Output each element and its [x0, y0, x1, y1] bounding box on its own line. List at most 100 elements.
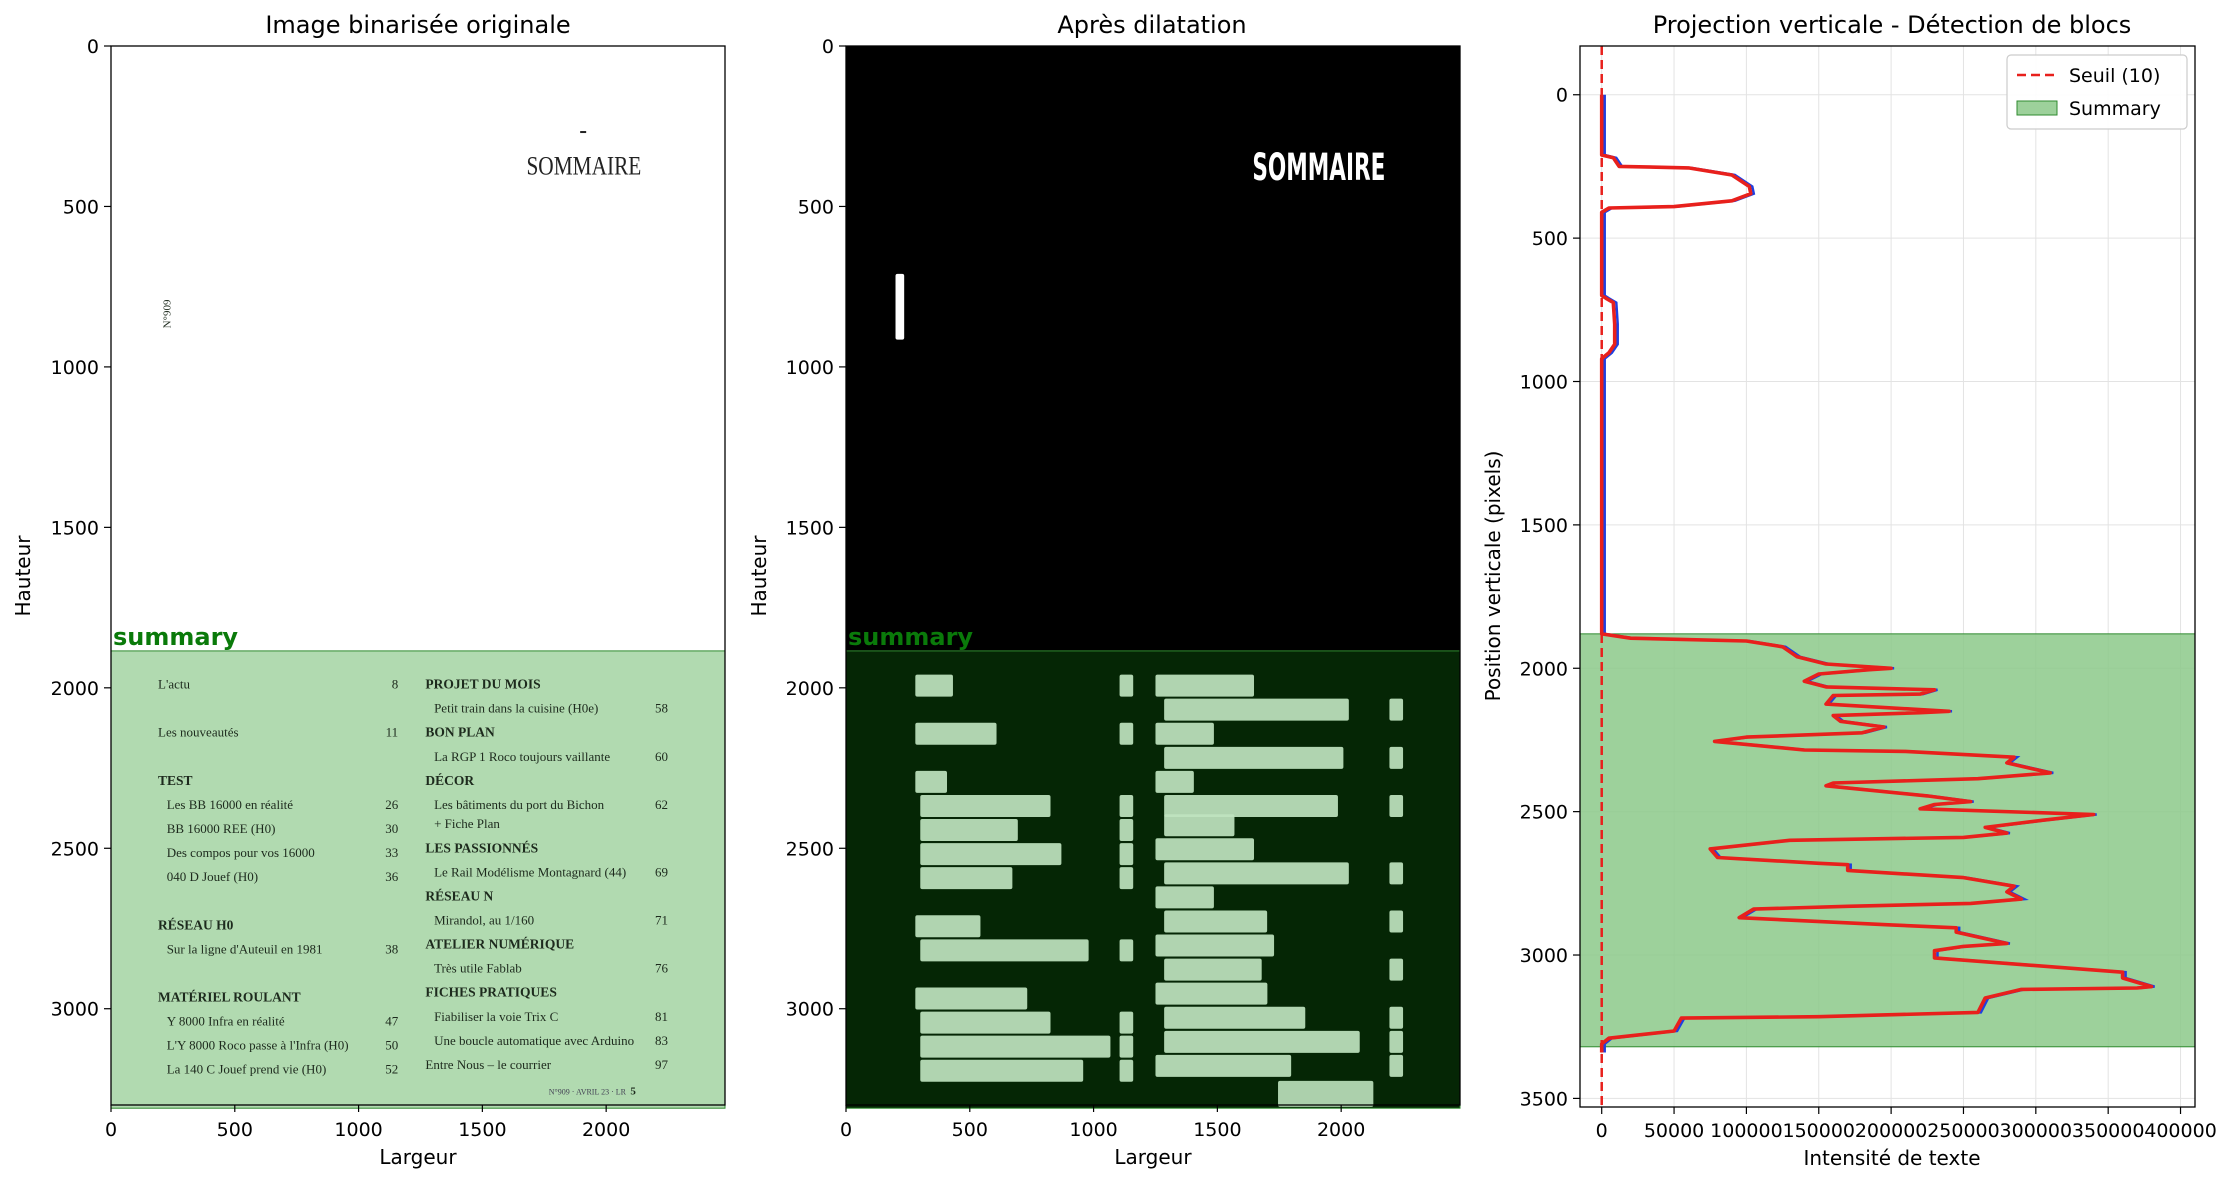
panel3-x-label: Intensité de texte	[1803, 1146, 1980, 1170]
toc-right-entry-7: LES PASSIONNÉS	[425, 840, 538, 855]
panel3-frame	[1579, 45, 2196, 1108]
left-page-blob-6	[1119, 867, 1134, 890]
panel3-axes: 0 50000 100000 150000 200000 250000 300000 3500…	[1520, 85, 2217, 1142]
left-page-blob-0	[1119, 674, 1134, 697]
panel1-frame	[110, 45, 726, 1106]
y-tick-label: 1000	[51, 357, 99, 379]
right-blob-0	[1155, 674, 1255, 697]
x-tick-label: 350000	[2072, 1120, 2145, 1142]
toc-left-entry-11: L'Y 8000 Roco passe à l'Infra (H0)	[167, 1038, 349, 1053]
right-page-blob-1	[1389, 698, 1404, 721]
toc-right-entry-4: DÉCOR	[425, 773, 474, 788]
y-tick-label: 2000	[51, 678, 99, 700]
toc-right-entry-6: + Fiche Plan	[434, 816, 500, 831]
legend: Seuil (10) Summary	[2006, 54, 2188, 130]
x-tick-label: 500	[217, 1119, 253, 1141]
y-tick-label: 1500	[51, 517, 99, 539]
right-blob-4	[1155, 770, 1194, 793]
toc-right-page-14: 81	[655, 1009, 668, 1024]
left-blob-3	[920, 794, 1051, 817]
right-page-blob-5	[1389, 794, 1404, 817]
right-blob-8	[1164, 862, 1349, 885]
toc-left-page-12: 52	[385, 1062, 398, 1077]
toc-left-page-8: 38	[385, 941, 398, 956]
footer-page: 5	[630, 1086, 636, 1098]
toc-left-entry-3: Les BB 16000 en réalité	[167, 797, 294, 812]
right-page-blob-14	[1389, 1006, 1404, 1029]
left-page-blob-11	[1119, 1035, 1134, 1058]
left-blob-4	[920, 819, 1018, 842]
y-tick-label: 500	[798, 196, 834, 218]
panel1-y-label: Hauteur	[11, 535, 35, 617]
toc-left-page-3: 26	[385, 797, 399, 812]
right-blob-1	[1164, 698, 1349, 721]
right-page-blob-15	[1389, 1030, 1404, 1053]
toc-left-entry-0: L'actu	[158, 677, 190, 692]
toc-left-page-5: 33	[385, 845, 398, 860]
x-tick-label: 150000	[1782, 1120, 1855, 1142]
summary-region-label: summary	[848, 623, 973, 651]
left-page-blob-1	[1119, 722, 1134, 745]
toc-left-page-4: 30	[385, 821, 398, 836]
panel2-title: Après dilatation	[1057, 11, 1246, 39]
y-tick-label: 3000	[1520, 945, 1568, 967]
left-page-blob-5	[1119, 843, 1134, 866]
right-blob-15	[1164, 1030, 1360, 1053]
panel-vertical-projection: Projection verticale - Détection de bloc…	[1481, 11, 2217, 1170]
right-blob-3	[1164, 746, 1344, 769]
right-page-blob-12	[1389, 958, 1404, 981]
toc-right-page-8: 69	[655, 864, 668, 879]
toc-right-entry-16: Entre Nous – le courrier	[425, 1057, 551, 1072]
toc-left-page-10: 47	[385, 1014, 399, 1029]
y-tick-label: 2000	[1520, 658, 1568, 680]
left-blob-10	[920, 1011, 1051, 1034]
y-tick-label: 1000	[786, 357, 834, 379]
left-blob-2	[915, 770, 948, 793]
toc-left-entry-6: 040 D Jouef (H0)	[167, 869, 258, 884]
toc-left-entry-2: TEST	[158, 773, 193, 788]
panel3-title: Projection verticale - Détection de bloc…	[1653, 11, 2132, 39]
toc-left-entry-10: Y 8000 Infra en réalité	[167, 1014, 285, 1029]
y-tick-label: 2500	[51, 838, 99, 860]
x-tick-label: 0	[105, 1119, 117, 1141]
panel-dilated-image: Après dilatation summary SOMMAIRE 0 500 100…	[747, 11, 1461, 1169]
left-blob-6	[920, 867, 1013, 890]
x-tick-label: 1000	[334, 1119, 382, 1141]
toc-right-page-12: 76	[655, 961, 669, 976]
left-blob-12	[920, 1059, 1084, 1082]
y-tick-label: 2000	[786, 678, 834, 700]
panel1-axes: 0 500 1000 1500 2000 0 500 1000 1500 2000 2500 3000	[51, 36, 631, 1141]
summary-region-label: summary	[113, 623, 238, 651]
toc-right-entry-15: Une boucle automatique avec Arduino	[434, 1033, 634, 1048]
right-blob-16	[1155, 1054, 1292, 1077]
x-tick-label: 50000	[1644, 1120, 1704, 1142]
legend-label: Seuil (10)	[2069, 65, 2160, 87]
x-tick-label: 100000	[1710, 1120, 1783, 1142]
y-tick-label: 2500	[1520, 802, 1568, 824]
right-page-blob-3	[1389, 746, 1404, 769]
panel2-frame	[845, 45, 1461, 1106]
panel3-y-label: Position verticale (pixels)	[1481, 451, 1505, 702]
x-tick-label: 1000	[1069, 1119, 1117, 1141]
left-blob-9	[915, 987, 1028, 1010]
y-tick-label: 3500	[1520, 1088, 1568, 1110]
y-tick-label: 3000	[786, 999, 834, 1021]
right-page-blob-8	[1389, 862, 1404, 885]
toc-left-page-11: 50	[385, 1038, 398, 1053]
heading-sommaire: SOMMAIRE	[526, 152, 641, 180]
y-tick-label: 0	[822, 36, 834, 58]
toc-left-entry-9: MATÉRIEL ROULANT	[158, 989, 301, 1004]
right-page-blob-10	[1389, 910, 1404, 933]
y-tick-label: 1500	[786, 517, 834, 539]
right-blob-6	[1164, 814, 1235, 837]
right-blob-10	[1164, 910, 1268, 933]
left-blob-7	[915, 915, 981, 938]
legend-summary-swatch	[2016, 100, 2058, 116]
x-tick-label: 0	[840, 1119, 852, 1141]
toc-right-page-10: 71	[655, 912, 668, 927]
left-blob-5	[920, 843, 1062, 866]
toc-right-entry-8: Le Rail Modélisme Montagnard (44)	[434, 864, 626, 879]
panel1-title: Image binarisée originale	[265, 11, 570, 39]
x-tick-label: 300000	[2000, 1120, 2073, 1142]
toc-right-page-16: 97	[655, 1057, 669, 1072]
